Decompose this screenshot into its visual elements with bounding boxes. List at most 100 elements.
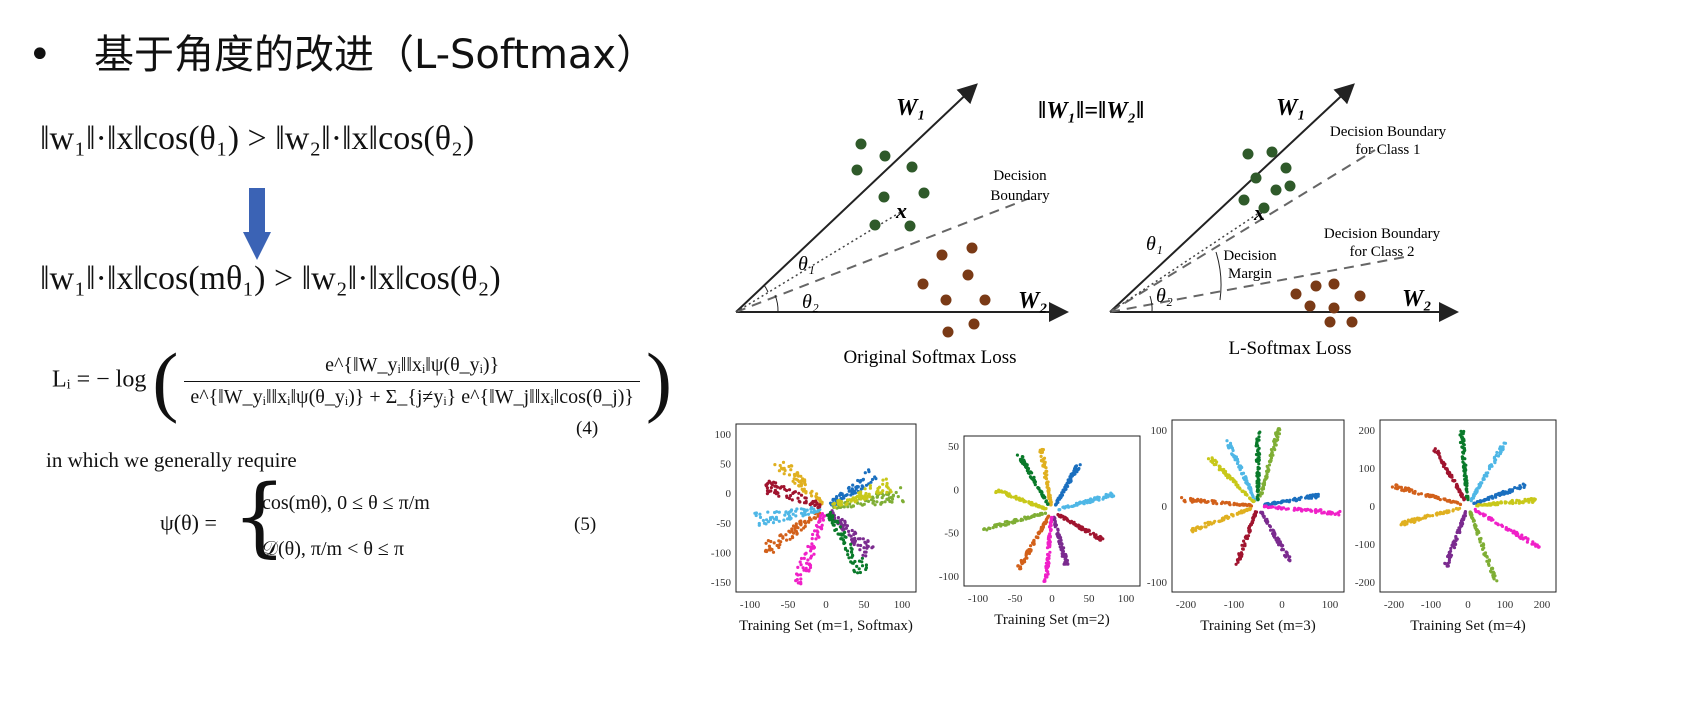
cluster xyxy=(1051,515,1070,566)
cluster xyxy=(1458,429,1470,502)
y-tick-label: 100 xyxy=(715,429,732,441)
class2-points xyxy=(917,242,991,338)
y-tick-label: 200 xyxy=(1359,425,1376,437)
y-tick-label: -100 xyxy=(711,547,732,559)
x-tick-label: 100 xyxy=(1118,593,1135,605)
theta2-label: θ₂ xyxy=(802,291,819,313)
y-tick-label: 100 xyxy=(1151,425,1168,437)
b2-label-1: Decision Boundary xyxy=(1324,226,1441,242)
psi-brace: { xyxy=(232,467,287,567)
cluster xyxy=(1475,497,1537,508)
cluster xyxy=(1390,483,1463,507)
y-tick-label: 50 xyxy=(720,459,732,471)
svg-text:W₂: W₂ xyxy=(1402,286,1432,312)
training-set-plots: 100 50 0 -50 -100 -150 -100 -50 0 50 100 Training S… xyxy=(711,419,1557,634)
plot-caption: Training Set (m=4) xyxy=(1410,618,1525,634)
x-tick-label: 100 xyxy=(1497,599,1514,611)
x-tick-label: 0 xyxy=(823,599,829,611)
plot-caption: Training Set (m=2) xyxy=(994,612,1109,628)
cluster xyxy=(1190,506,1253,534)
margin-label-1: Decision xyxy=(1223,248,1277,264)
psi-lhs: ψ(θ) = xyxy=(160,510,217,535)
eq-number-4: (4) xyxy=(576,418,599,439)
plot-caption: Training Set (m=1, Softmax) xyxy=(739,618,913,634)
class1-points xyxy=(851,138,930,232)
decision-label-2: Boundary xyxy=(990,188,1050,204)
plot-frame xyxy=(1171,419,1345,593)
cluster xyxy=(1443,510,1467,568)
y-tick-label: -200 xyxy=(1355,577,1376,589)
svg-text:W₁: W₁ xyxy=(1276,95,1306,121)
loss-numerator: e^{‖W_yᵢ‖‖xᵢ‖ψ(θ_yᵢ)} xyxy=(184,354,641,382)
x-tick-label: 0 xyxy=(1465,599,1471,611)
theta1-arc xyxy=(763,284,769,293)
x-tick-label: 0 xyxy=(1049,593,1055,605)
b1-label-1: Decision Boundary xyxy=(1330,124,1447,140)
inequality-1: ‖w₁‖·‖x‖cos(θ₁) > ‖w₂‖·‖x‖cos(θ₂) xyxy=(40,120,475,157)
right-diagram: W₁ W₂ x θ₁ θ₂ Decision Boundary for Clas… xyxy=(1109,83,1459,359)
w2-label: W₂ xyxy=(1018,288,1048,314)
plot-frame xyxy=(963,435,1141,587)
x-tick-label: 200 xyxy=(1534,599,1551,611)
plot-frame xyxy=(1379,419,1557,593)
psi-case-1: cos(mθ), 0 ≤ θ ≤ π/m xyxy=(262,492,430,514)
x-tick-label: -50 xyxy=(1008,593,1023,605)
loss-denominator: e^{‖W_yᵢ‖‖xᵢ‖ψ(θ_yᵢ)} + Σ_{j≠yᵢ} e^{‖W_j… xyxy=(190,385,635,408)
y-tick-label: 0 xyxy=(1370,501,1376,513)
plot-caption: Training Set (m=3) xyxy=(1200,618,1315,634)
x-label: x xyxy=(895,198,907,223)
svg-text:θ₂: θ₂ xyxy=(1156,285,1173,307)
y-tick-label: -100 xyxy=(939,571,960,583)
loss-fraction: e^{‖W_yᵢ‖‖xᵢ‖ψ(θ_yᵢ)} e^{‖W_yᵢ‖‖xᵢ‖ψ(θ_y… xyxy=(184,354,641,409)
cluster xyxy=(773,460,824,506)
y-tick-label: 100 xyxy=(1359,463,1376,475)
y-tick-label: -100 xyxy=(1147,577,1168,589)
margin-label-2: Margin xyxy=(1228,266,1272,282)
decision-label-1: Decision xyxy=(993,168,1047,184)
left-diagram: W₁ W₂ ‖W₁‖=‖W₂‖ x θ₁ θ₂ Decision Boundar… xyxy=(735,83,1144,368)
x-tick-label: 0 xyxy=(1279,599,1285,611)
plot-frame xyxy=(735,423,917,593)
y-tick-label: 0 xyxy=(726,488,732,500)
down-arrow-icon xyxy=(243,188,271,260)
cluster xyxy=(1399,506,1462,527)
theta2-arc xyxy=(774,294,779,313)
bullet: • xyxy=(28,32,52,78)
title-text: 基于角度的改进（L-Softmax） xyxy=(94,32,657,78)
cluster xyxy=(825,510,868,575)
inequality-2: ‖w₁‖·‖x‖cos(mθ₁) > ‖w₂‖·‖x‖cos(θ₂) xyxy=(40,260,501,297)
b2-label-2: for Class 2 xyxy=(1350,244,1415,260)
y-tick-label: -50 xyxy=(944,528,959,540)
cluster xyxy=(1258,427,1282,498)
y-tick-label: 0 xyxy=(954,484,960,496)
x-tick-label: -100 xyxy=(1224,599,1245,611)
require-text: in which we generally require xyxy=(46,448,297,472)
cluster xyxy=(753,505,822,527)
scatter-panel: 50 0 -50 -100 -100 -50 0 50 100 Training Set (m=2… xyxy=(939,435,1141,628)
cluster xyxy=(1054,463,1082,507)
cluster xyxy=(1056,513,1105,542)
cluster xyxy=(1473,507,1541,549)
y-tick-label: -100 xyxy=(1355,539,1376,551)
cluster xyxy=(1468,510,1499,583)
w1-label: W₁ xyxy=(896,95,926,121)
psi-case-2: 𝒟(θ), π/m < θ ≤ π xyxy=(262,538,405,560)
y-tick-label: 0 xyxy=(1162,501,1168,513)
cluster xyxy=(1262,504,1342,517)
x-tick-label: -50 xyxy=(781,599,796,611)
x-tick-label: 50 xyxy=(859,599,871,611)
x-tick-label: -200 xyxy=(1384,599,1405,611)
scatter-panel: 200 100 0 -100 -200 -200 -100 0 100 200 Training S… xyxy=(1355,419,1557,634)
right-caption: L-Softmax Loss xyxy=(1229,338,1352,359)
cluster xyxy=(1254,430,1262,502)
cluster xyxy=(794,512,827,586)
cluster xyxy=(1469,441,1508,503)
cluster xyxy=(1472,482,1527,505)
decision-boundary-line xyxy=(735,197,1031,313)
cluster xyxy=(831,477,893,509)
scatter-panel: 100 50 0 -50 -100 -150 -100 -50 0 50 100 Training S… xyxy=(711,423,917,634)
x-tick-label: 50 xyxy=(1084,593,1096,605)
cluster xyxy=(1057,491,1116,512)
y-tick-label: -50 xyxy=(716,518,731,530)
cluster xyxy=(982,511,1048,532)
